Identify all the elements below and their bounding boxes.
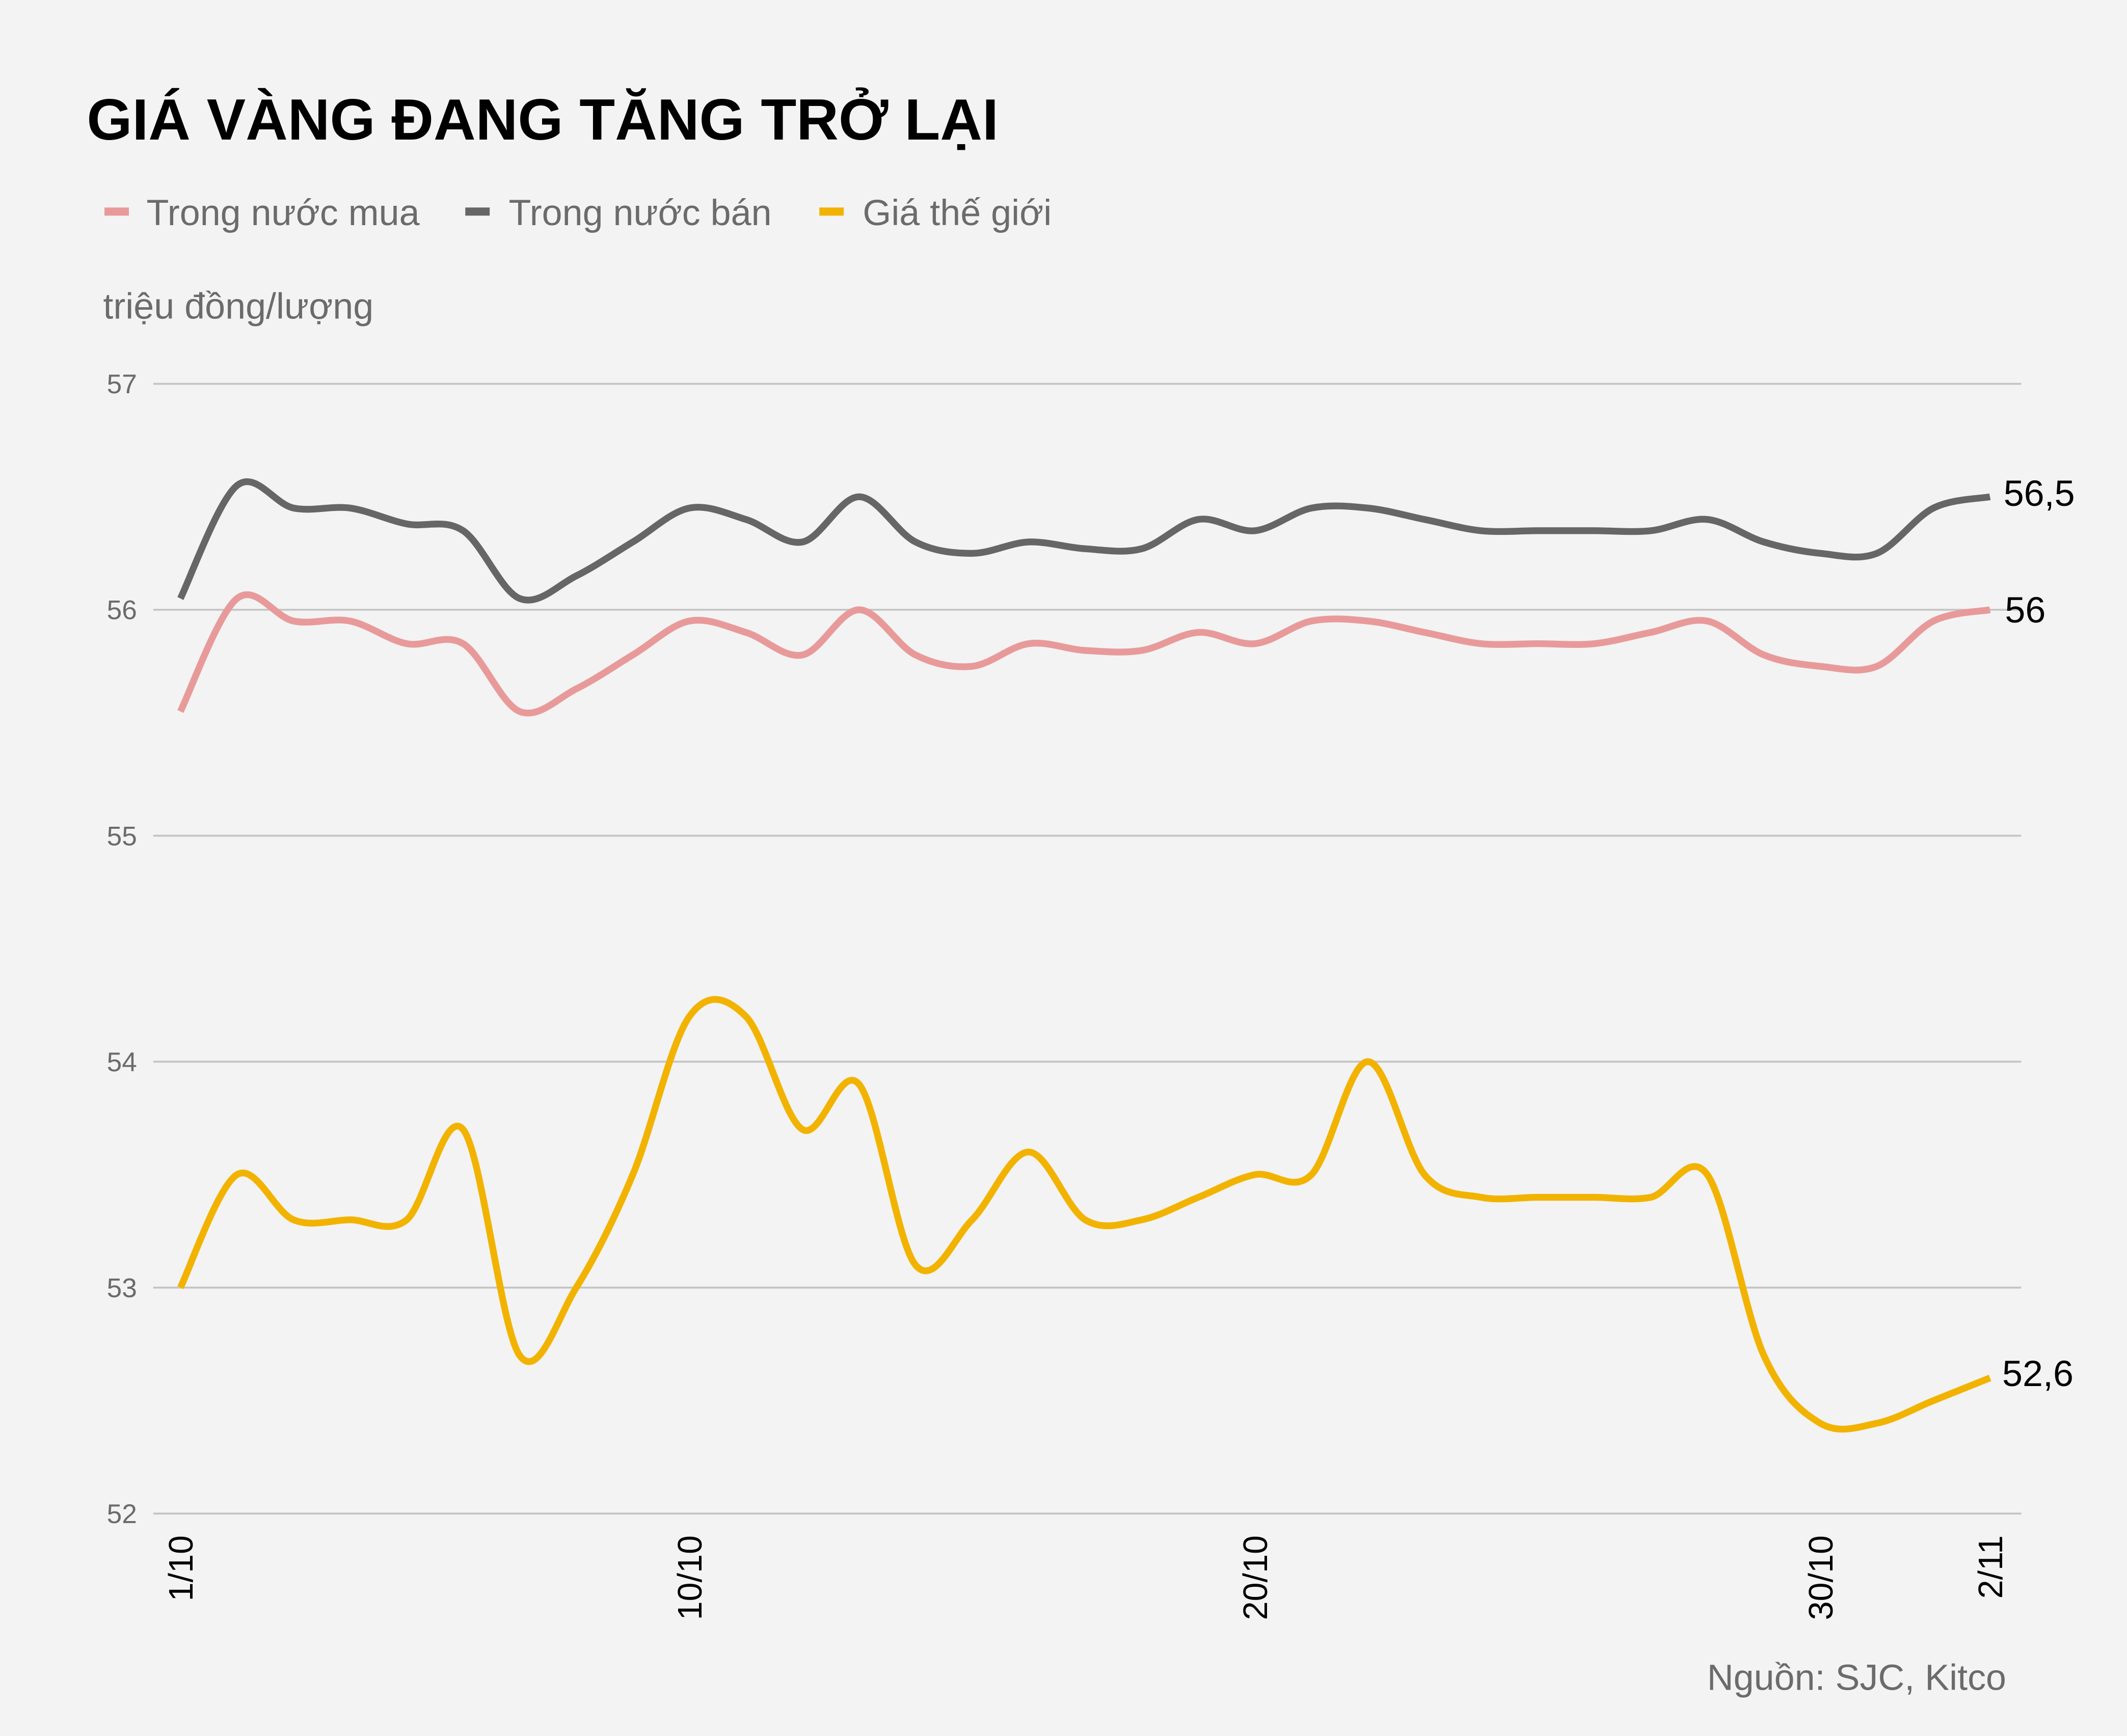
- y-axis-unit-label: triệu đồng/lượng: [103, 286, 373, 327]
- x-tick-label: 1/10: [163, 1535, 200, 1602]
- y-axis-ticks: 52 53 54 55 56 57: [107, 369, 137, 1529]
- y-tick-label: 56: [107, 595, 137, 626]
- end-label-world: 52,6: [2002, 1353, 2074, 1394]
- y-tick-label: 53: [107, 1273, 137, 1303]
- y-tick-label: 54: [107, 1047, 137, 1077]
- end-label-sell: 56,5: [2004, 473, 2075, 514]
- legend-swatch-sell-icon: [465, 207, 490, 216]
- legend-item-buy: Trong nước mua: [104, 193, 420, 233]
- y-tick-label: 52: [107, 1499, 137, 1529]
- legend-item-world: Giá thế giới: [819, 193, 1052, 233]
- source-note: Nguồn: SJC, Kitco: [1707, 1657, 2006, 1698]
- series-line-world: [177, 996, 1991, 1433]
- x-tick-label: 20/10: [1237, 1535, 1275, 1620]
- x-axis-ticks: 1/10 10/10 20/10 30/10 2/11: [163, 1535, 2010, 1620]
- legend-swatch-buy-icon: [104, 207, 129, 216]
- series-lines: [177, 478, 1991, 1433]
- legend: Trong nước mua Trong nước bán Giá thế gi…: [104, 193, 1052, 233]
- series-line-buy: [177, 591, 1991, 717]
- legend-swatch-world-icon: [819, 207, 844, 216]
- chart-title: GIÁ VÀNG ĐANG TĂNG TRỞ LẠI: [87, 87, 998, 152]
- y-tick-label: 55: [107, 821, 137, 851]
- legend-item-sell: Trong nước bán: [465, 193, 772, 233]
- legend-label-sell: Trong nước bán: [508, 193, 771, 233]
- legend-label-buy: Trong nước mua: [147, 193, 420, 233]
- gridlines: [153, 383, 2022, 1515]
- x-tick-label: 10/10: [671, 1535, 709, 1620]
- legend-label-world: Giá thế giới: [863, 193, 1052, 233]
- x-tick-label: 2/11: [1972, 1535, 2010, 1599]
- x-tick-label: 30/10: [1802, 1535, 1840, 1620]
- y-tick-label: 57: [107, 369, 137, 399]
- series-line-sell: [177, 478, 1991, 604]
- end-label-buy: 56: [2005, 590, 2045, 631]
